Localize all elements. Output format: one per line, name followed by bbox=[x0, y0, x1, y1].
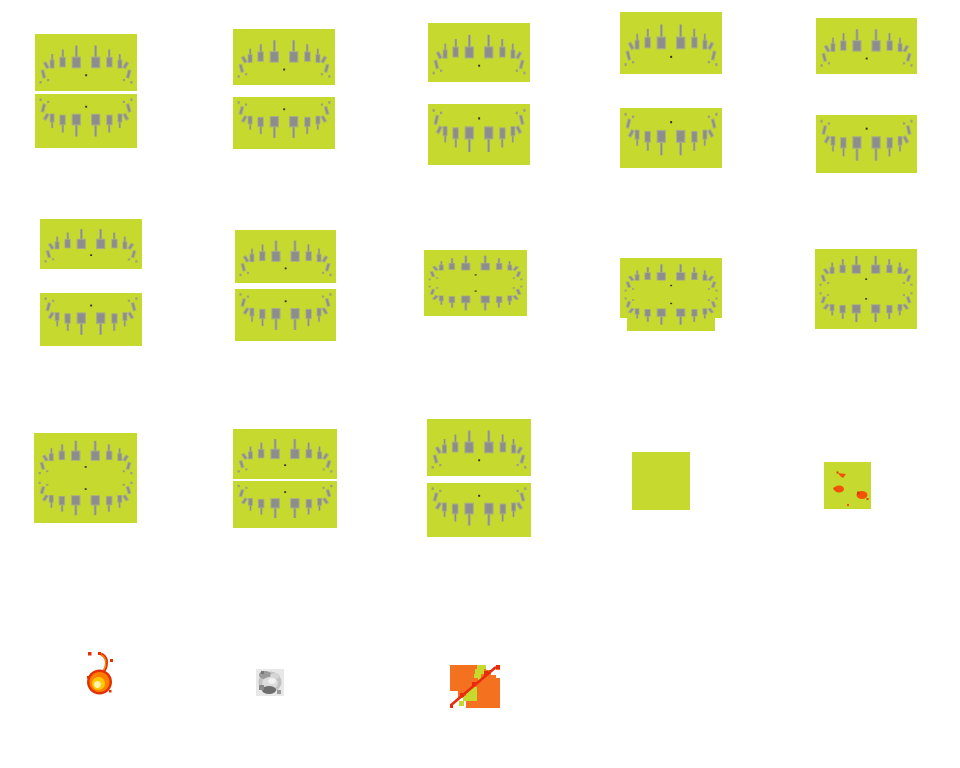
trend-chart-icon bbox=[450, 665, 500, 708]
upper-arch-sprite bbox=[233, 429, 337, 479]
lower-arch-sprite bbox=[35, 94, 137, 148]
fireball-icon bbox=[86, 651, 116, 698]
lower-arch-sprite bbox=[620, 108, 722, 168]
upper-arch-sprite bbox=[428, 23, 530, 82]
upper-arch-sprite bbox=[35, 34, 137, 91]
lower-arch-sprite bbox=[233, 481, 337, 528]
full-arch-notched-sprite bbox=[620, 258, 722, 331]
full-arch-sprite bbox=[815, 249, 917, 329]
damage-marks-tile bbox=[824, 462, 871, 509]
lower-arch-sprite bbox=[233, 97, 335, 149]
lower-arch-sprite bbox=[235, 289, 336, 341]
lower-arch-sprite bbox=[40, 293, 142, 346]
rock-thumbnail-icon bbox=[256, 669, 284, 696]
upper-arch-sprite bbox=[40, 219, 142, 269]
lower-arch-sprite bbox=[428, 104, 530, 165]
upper-arch-sprite bbox=[427, 419, 531, 476]
upper-arch-sprite bbox=[620, 12, 722, 74]
upper-arch-sprite bbox=[816, 18, 917, 74]
lower-arch-sprite bbox=[816, 115, 917, 173]
blank-green-tile bbox=[632, 452, 690, 510]
full-arch-sprite bbox=[424, 250, 527, 316]
upper-arch-sprite bbox=[233, 29, 335, 85]
full-arch-sprite bbox=[34, 433, 137, 523]
lower-arch-sprite bbox=[427, 483, 531, 537]
upper-arch-sprite bbox=[235, 230, 336, 283]
